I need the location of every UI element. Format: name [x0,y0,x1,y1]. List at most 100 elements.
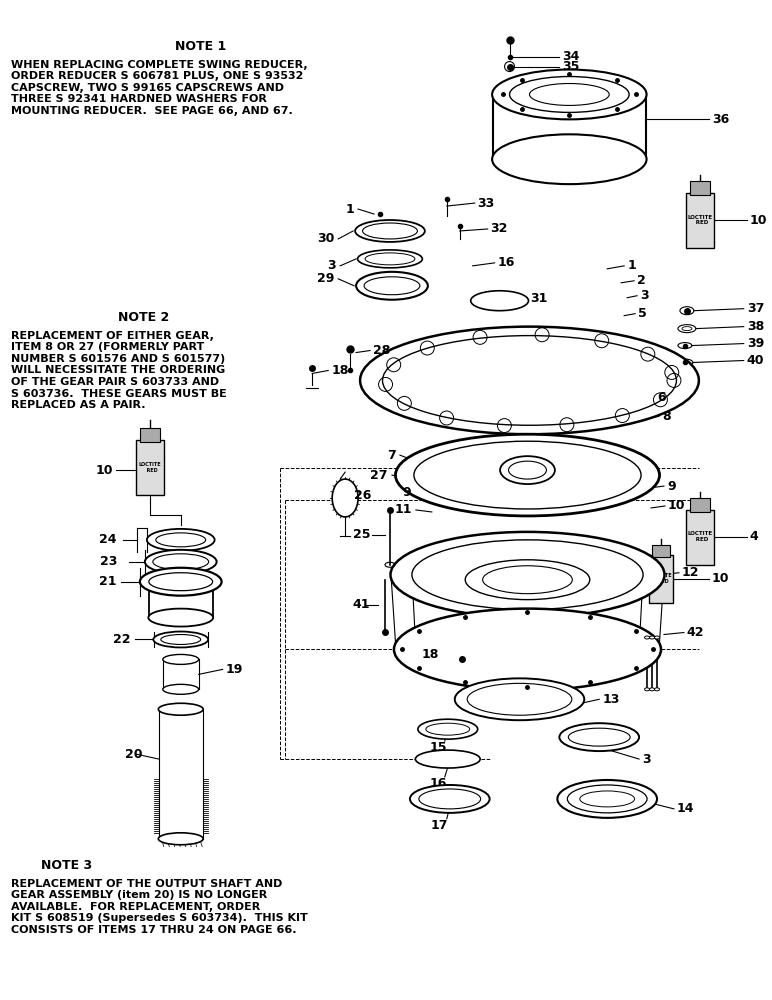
Text: 3: 3 [327,259,336,272]
Text: 35: 35 [562,60,580,73]
Ellipse shape [394,609,661,690]
Ellipse shape [410,785,489,813]
Text: 24: 24 [100,533,117,546]
Text: 7: 7 [388,449,396,462]
Ellipse shape [645,688,649,691]
Ellipse shape [147,529,215,551]
Text: 26: 26 [354,489,371,502]
Text: 13: 13 [602,693,620,706]
Text: 10: 10 [668,499,686,512]
Text: 27: 27 [371,469,388,482]
Text: 20: 20 [125,748,143,761]
Text: 1: 1 [345,203,354,216]
Text: NOTE 3: NOTE 3 [41,859,92,872]
Text: 17: 17 [431,819,449,832]
Bar [686,510,714,565]
Text: 3: 3 [640,289,648,302]
Text: 6: 6 [657,391,665,404]
Ellipse shape [471,291,529,311]
Text: REPLACEMENT OF EITHER GEAR,
ITEM 8 OR 27 (FORMERLY PART
NUMBER S 601576 AND S 60: REPLACEMENT OF EITHER GEAR, ITEM 8 OR 27… [12,331,227,410]
Text: 8: 8 [662,410,671,423]
Text: 22: 22 [113,633,131,646]
Text: 19: 19 [225,663,243,676]
Text: 2: 2 [637,274,646,287]
Text: 4: 4 [750,530,758,543]
Text: 10: 10 [750,214,767,227]
Ellipse shape [455,678,584,720]
Text: 11: 11 [394,503,412,516]
Text: 39: 39 [747,337,764,350]
Ellipse shape [332,479,358,517]
Ellipse shape [649,636,655,639]
Ellipse shape [415,750,480,768]
Ellipse shape [492,70,647,119]
Ellipse shape [145,550,217,574]
Ellipse shape [360,327,699,434]
Text: 16: 16 [429,777,446,790]
Ellipse shape [154,632,208,647]
Text: 18: 18 [331,364,349,377]
Ellipse shape [560,723,639,751]
Text: 10: 10 [96,464,113,477]
Ellipse shape [395,434,659,516]
Bar [690,498,709,512]
Bar [690,181,709,195]
Text: 15: 15 [429,741,446,754]
Text: 30: 30 [317,232,334,245]
Text: 10: 10 [712,572,730,585]
Text: 42: 42 [687,626,704,639]
Text: NOTE 2: NOTE 2 [118,311,170,324]
Ellipse shape [158,703,203,715]
Text: REPLACEMENT OF THE OUTPUT SHAFT AND
GEAR ASSEMBLY (item 20) IS NO LONGER
AVAILAB: REPLACEMENT OF THE OUTPUT SHAFT AND GEAR… [12,879,308,935]
Text: 34: 34 [562,50,580,63]
Ellipse shape [355,220,425,242]
Ellipse shape [500,456,555,484]
Ellipse shape [655,636,659,639]
Text: 16: 16 [498,256,515,269]
Ellipse shape [649,688,655,691]
Text: LOCTITE
  RED: LOCTITE RED [687,215,713,225]
Ellipse shape [357,250,422,268]
Text: 41: 41 [353,598,370,611]
Ellipse shape [148,609,213,627]
Ellipse shape [391,532,665,618]
Bar [686,193,714,248]
Text: 9: 9 [667,480,676,493]
Bar [136,440,164,495]
Text: 18: 18 [422,648,438,661]
Bar [140,428,160,442]
Ellipse shape [645,636,649,639]
Ellipse shape [158,833,203,845]
Text: LOCTITE
  RED: LOCTITE RED [687,531,713,542]
Bar [649,555,673,603]
Text: 12: 12 [682,566,699,579]
Text: 40: 40 [747,354,764,367]
Text: 5: 5 [638,307,647,320]
Text: 38: 38 [747,320,764,333]
Text: LOCTITE
  RED: LOCTITE RED [138,462,161,473]
Ellipse shape [140,568,222,596]
Text: WHEN REPLACING COMPLETE SWING REDUCER,
ORDER REDUCER S 606781 PLUS, ONE S 93532
: WHEN REPLACING COMPLETE SWING REDUCER, O… [12,60,308,116]
Text: LOCTITE
  RED: LOCTITE RED [650,573,672,584]
Text: 3: 3 [642,753,651,766]
Ellipse shape [655,688,659,691]
Text: 23: 23 [100,555,117,568]
Text: 36: 36 [712,113,729,126]
Text: NOTE 1: NOTE 1 [175,40,226,53]
Ellipse shape [163,654,198,664]
Ellipse shape [557,780,657,818]
Text: 37: 37 [747,302,764,315]
Text: 1: 1 [627,259,636,272]
Text: 32: 32 [491,222,508,235]
Text: 25: 25 [353,528,370,541]
Text: 9: 9 [402,486,411,499]
Ellipse shape [356,272,428,300]
Text: 14: 14 [677,802,695,815]
Text: 21: 21 [100,575,117,588]
Text: 33: 33 [478,197,495,210]
Text: 31: 31 [530,292,548,305]
Text: 29: 29 [317,272,334,285]
Text: 28: 28 [373,344,391,357]
Ellipse shape [492,134,647,184]
Ellipse shape [418,719,478,739]
